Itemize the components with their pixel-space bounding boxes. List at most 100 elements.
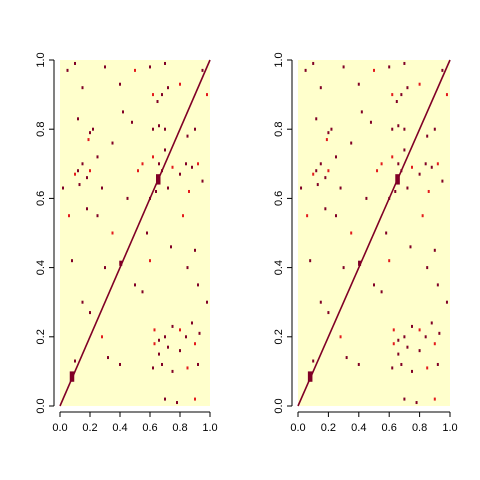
heatmap-cell (111, 231, 114, 235)
heatmap-cell (436, 362, 439, 366)
heatmap-cell (369, 120, 372, 124)
heatmap-block (156, 174, 161, 185)
x-tick-label: 0.0 (52, 422, 67, 434)
heatmap-cell (153, 328, 156, 332)
heatmap-cell (445, 300, 448, 304)
heatmap-cell (153, 342, 156, 346)
heatmap-cell (376, 169, 379, 173)
heatmap-cell (350, 231, 353, 235)
heatmap-cell (315, 117, 318, 121)
y-tick-label: 0.2 (273, 329, 285, 344)
heatmap-cell (397, 338, 400, 342)
heatmap-diagonal (297, 59, 451, 407)
heatmap-cell (436, 283, 439, 287)
heatmap-cell (164, 397, 166, 401)
heatmap-cell (445, 93, 448, 97)
heatmap-cell (395, 100, 398, 104)
heatmap-cell (86, 176, 88, 180)
heatmap-cell (403, 148, 406, 152)
heatmap-cell (312, 359, 315, 363)
heatmap-cell (406, 86, 409, 90)
heatmap-cell (182, 214, 184, 218)
heatmap-cell (319, 162, 322, 166)
heatmap-cell (409, 245, 412, 249)
heatmap-cell (101, 335, 103, 339)
heatmap-cell (152, 366, 154, 370)
heatmap-cell (161, 93, 163, 97)
heatmap-cell (392, 328, 395, 332)
heatmap-cell (365, 196, 368, 200)
x-tick-label: 0.8 (412, 422, 427, 434)
y-tick-label: 0.4 (35, 260, 47, 275)
heatmap-cell (197, 283, 199, 287)
heatmap-cell (152, 93, 154, 97)
heatmap-cell (137, 169, 139, 173)
heatmap-cell (122, 110, 124, 114)
heatmap-cell (186, 134, 189, 138)
heatmap-cell (206, 300, 208, 304)
heatmap-cell (167, 186, 169, 190)
heatmap-cell (403, 127, 406, 131)
heatmap-cell (391, 366, 394, 370)
heatmap-cell (342, 266, 345, 270)
heatmap-cell (312, 61, 315, 65)
heatmap-cell (179, 328, 181, 332)
heatmap-cell (188, 189, 190, 193)
heatmap-cell (315, 169, 318, 173)
heatmap-cell (426, 266, 429, 270)
x-tick-label: 0.4 (351, 422, 366, 434)
heatmap-cell (185, 335, 187, 339)
heatmap-cell (131, 120, 133, 124)
heatmap-cell (319, 300, 322, 304)
x-tick-label: 0.6 (382, 422, 397, 434)
heatmap-cell (316, 183, 319, 187)
heatmap-cell (171, 324, 174, 328)
x-tick-label: 1.0 (442, 422, 457, 434)
x-tick-label: 0.2 (82, 422, 97, 434)
heatmap-cell (126, 196, 129, 200)
heatmap-cell (179, 349, 181, 353)
y-tick-label: 0.8 (35, 122, 47, 137)
heatmap-cell (186, 266, 189, 270)
heatmap-cell (155, 189, 157, 193)
heatmap-cell (191, 321, 193, 325)
heatmap-cell (380, 290, 383, 294)
y-tick-label: 0.4 (273, 260, 285, 275)
heatmap-cell (191, 165, 193, 169)
heatmap-cell (397, 162, 400, 166)
heatmap-cell (158, 338, 160, 342)
heatmap-cell (164, 61, 166, 65)
heatmap-cell (403, 61, 406, 65)
heatmap-cell (433, 248, 436, 252)
heatmap-panel-1: 0.0 0.2 0.4 0.6 0.8 1.0 0.0 0.2 0.4 0.6 0.8 1.0 (35, 52, 218, 434)
heatmap-cell (345, 356, 348, 360)
heatmap-cell (406, 186, 409, 190)
heatmap-cell (360, 110, 363, 114)
heatmap-cell (330, 127, 333, 131)
heatmap-cell (107, 356, 109, 360)
heatmap-cell (426, 134, 429, 138)
heatmap-cell (319, 86, 322, 90)
heatmap-block (358, 260, 362, 266)
heatmap-cell (198, 331, 201, 335)
heatmap-cell (418, 82, 421, 86)
x-tick-label: 1.0 (202, 422, 217, 434)
y-tick-label: 0.8 (273, 122, 285, 137)
heatmap-cell (335, 214, 337, 218)
heatmap-cell (327, 311, 330, 315)
heatmap-cell (156, 100, 159, 104)
heatmap-cell (194, 342, 196, 346)
heatmap-cell (201, 68, 204, 72)
heatmap-cell (167, 345, 169, 349)
heatmap-cell (194, 127, 196, 131)
heatmap-cell (96, 214, 99, 218)
heatmap-cell (304, 68, 307, 72)
heatmap-cell (194, 397, 196, 401)
x-tick-label: 0.6 (142, 422, 157, 434)
heatmap-cell (391, 93, 394, 97)
y-tick-label: 0.0 (35, 398, 47, 413)
heatmap-cell (77, 169, 79, 173)
heatmap-cell (149, 65, 151, 69)
heatmap-cell (170, 245, 172, 249)
heatmap-cell (397, 124, 400, 128)
